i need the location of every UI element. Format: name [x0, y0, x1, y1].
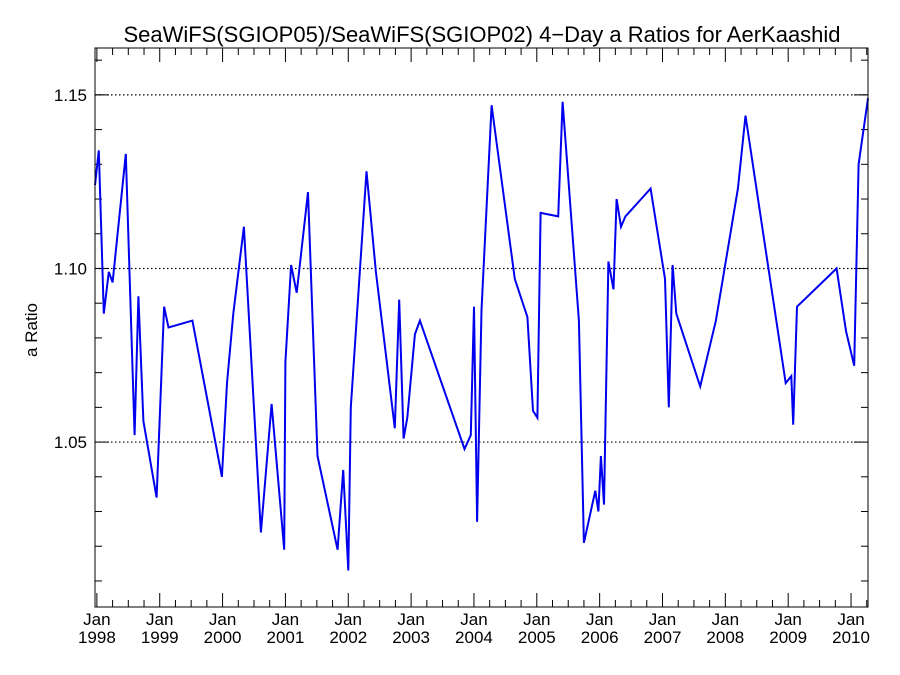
- series-line: [94, 98, 869, 571]
- plot-frame: [94, 47, 869, 608]
- x-tick-month-label: Jan: [335, 610, 362, 629]
- x-tick-month-label: Jan: [774, 610, 801, 629]
- grid-lines: [95, 94, 868, 443]
- x-tick-month-label: Jan: [397, 610, 424, 629]
- x-tick-month-label: Jan: [460, 610, 487, 629]
- x-tick-month-label: Jan: [712, 610, 739, 629]
- x-tick-month-label: Jan: [272, 610, 299, 629]
- x-tick-month-label: Jan: [209, 610, 236, 629]
- x-tick-year-label: 2002: [329, 628, 367, 647]
- x-tick-month-label: Jan: [83, 610, 110, 629]
- y-tick-label: 1.15: [54, 86, 87, 105]
- x-tick-year-label: 2008: [706, 628, 744, 647]
- x-tick-year-label: 2007: [644, 628, 682, 647]
- x-axis-labels: Jan1998Jan1999Jan2000Jan2001Jan2002Jan20…: [78, 610, 870, 647]
- x-tick-month-label: Jan: [837, 610, 864, 629]
- x-tick-month-label: Jan: [146, 610, 173, 629]
- x-tick-month-label: Jan: [523, 610, 550, 629]
- x-tick-year-label: 1999: [141, 628, 179, 647]
- x-tick-year-label: 2009: [769, 628, 807, 647]
- x-tick-year-label: 2003: [392, 628, 430, 647]
- chart-title: SeaWiFS(SGIOP05)/SeaWiFS(SGIOP02) 4−Day …: [123, 22, 840, 47]
- x-tick-year-label: 2001: [267, 628, 305, 647]
- x-tick-year-label: 2006: [581, 628, 619, 647]
- x-tick-year-label: 2000: [204, 628, 242, 647]
- y-tick-label: 1.05: [54, 433, 87, 452]
- y-axis-label: a Ratio: [22, 303, 41, 357]
- x-tick-year-label: 2004: [455, 628, 493, 647]
- y-axis-labels: 1.05 1.10 1.15: [54, 86, 87, 452]
- x-tick-year-label: 1998: [78, 628, 116, 647]
- x-tick-year-label: 2010: [832, 628, 870, 647]
- x-tick-month-label: Jan: [586, 610, 613, 629]
- x-tick-year-label: 2005: [518, 628, 556, 647]
- x-tick-month-label: Jan: [649, 610, 676, 629]
- y-tick-label: 1.10: [54, 259, 87, 278]
